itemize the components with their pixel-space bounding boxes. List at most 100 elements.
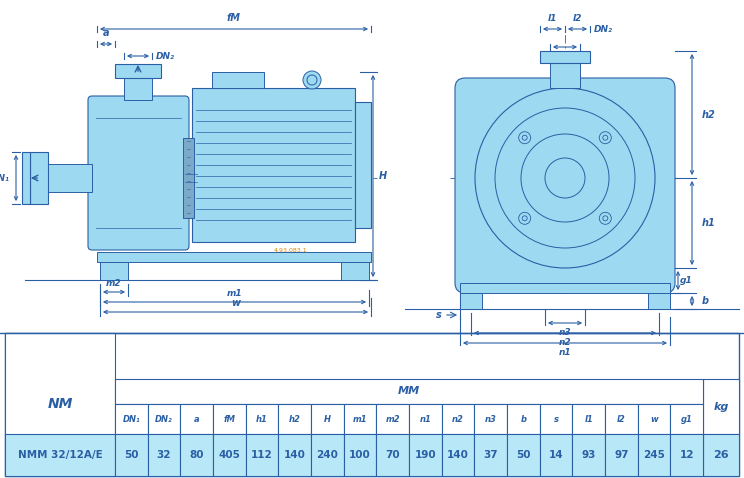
Bar (572, 434, 605, 476)
Text: b: b (702, 296, 709, 306)
Bar (460, 293, 482, 309)
Text: l1: l1 (548, 14, 557, 23)
Bar (115, 379, 703, 404)
Text: 190: 190 (414, 450, 436, 460)
Bar (147, 434, 180, 476)
Bar (442, 404, 475, 434)
Text: fM: fM (223, 414, 235, 424)
Text: 93: 93 (582, 450, 596, 460)
Bar (605, 404, 638, 434)
Bar (703, 434, 739, 476)
Text: 112: 112 (251, 450, 273, 460)
Bar (460, 283, 670, 293)
Bar (246, 434, 278, 476)
Text: a: a (103, 28, 109, 38)
Text: m1: m1 (353, 414, 368, 424)
Bar (213, 404, 246, 434)
Bar (213, 434, 246, 476)
Bar (703, 379, 739, 434)
Text: 140: 140 (447, 450, 469, 460)
FancyBboxPatch shape (455, 78, 675, 293)
Bar (540, 51, 590, 63)
Text: l2: l2 (573, 14, 583, 23)
Text: DN₁: DN₁ (123, 414, 140, 424)
Bar (311, 434, 344, 476)
Text: w: w (231, 298, 240, 308)
Bar (507, 404, 539, 434)
Bar (376, 434, 409, 476)
Text: n2: n2 (452, 414, 464, 424)
Circle shape (519, 212, 530, 224)
Text: 140: 140 (283, 450, 306, 460)
Bar (192, 88, 355, 242)
Bar (212, 72, 264, 88)
Text: DN₂: DN₂ (156, 52, 175, 61)
Bar (180, 434, 213, 476)
Text: 240: 240 (316, 450, 339, 460)
Text: 50: 50 (124, 450, 138, 460)
Text: 245: 245 (643, 450, 665, 460)
Bar (180, 404, 213, 434)
Bar (5, 333, 115, 476)
Text: h2: h2 (702, 109, 716, 120)
Bar (409, 404, 442, 434)
Text: 50: 50 (516, 450, 530, 460)
Text: DN₁: DN₁ (0, 174, 10, 183)
Circle shape (600, 212, 612, 224)
Text: h1: h1 (702, 218, 716, 228)
Bar (539, 434, 572, 476)
Bar (115, 404, 147, 434)
Text: m1: m1 (227, 289, 243, 298)
Text: g1: g1 (681, 414, 693, 424)
Text: 14: 14 (548, 450, 563, 460)
Bar (648, 293, 670, 309)
Bar (376, 404, 409, 434)
Text: kg: kg (713, 402, 728, 412)
Bar (147, 404, 180, 434)
Bar (605, 434, 638, 476)
Text: NMM 32/12A/E: NMM 32/12A/E (18, 450, 103, 460)
Circle shape (475, 88, 655, 268)
Text: 405: 405 (219, 450, 240, 460)
Text: 37: 37 (484, 450, 498, 460)
Bar (124, 78, 152, 100)
Text: n2: n2 (559, 338, 571, 347)
Bar (670, 404, 703, 434)
Bar (344, 404, 376, 434)
Text: n1: n1 (559, 348, 571, 357)
Text: g1: g1 (680, 276, 693, 285)
Text: MM: MM (398, 387, 420, 396)
Bar (5, 434, 115, 476)
Bar (48, 164, 92, 192)
Bar (278, 404, 311, 434)
Text: s: s (554, 414, 559, 424)
Text: 4.93.083.1: 4.93.083.1 (273, 248, 307, 253)
Bar (115, 434, 147, 476)
Bar (115, 64, 161, 78)
Text: w: w (650, 414, 658, 424)
Bar (638, 404, 670, 434)
Text: 26: 26 (713, 450, 729, 460)
Text: NM: NM (48, 398, 73, 412)
Text: H: H (324, 414, 331, 424)
Bar (311, 404, 344, 434)
Text: m2: m2 (385, 414, 400, 424)
Circle shape (519, 132, 530, 144)
Bar (409, 434, 442, 476)
Bar (507, 434, 539, 476)
Text: n3: n3 (485, 414, 496, 424)
Bar (22, 152, 30, 204)
Bar (5, 333, 739, 476)
Text: fM: fM (227, 13, 241, 23)
Bar (355, 102, 371, 228)
Text: 70: 70 (385, 450, 400, 460)
Text: H: H (379, 171, 387, 181)
Text: h2: h2 (289, 414, 301, 424)
FancyBboxPatch shape (88, 96, 189, 250)
Bar (30, 152, 48, 204)
Bar (442, 434, 475, 476)
Text: b: b (520, 414, 526, 424)
Text: m2: m2 (106, 279, 122, 288)
Bar (341, 262, 369, 280)
Bar (278, 434, 311, 476)
